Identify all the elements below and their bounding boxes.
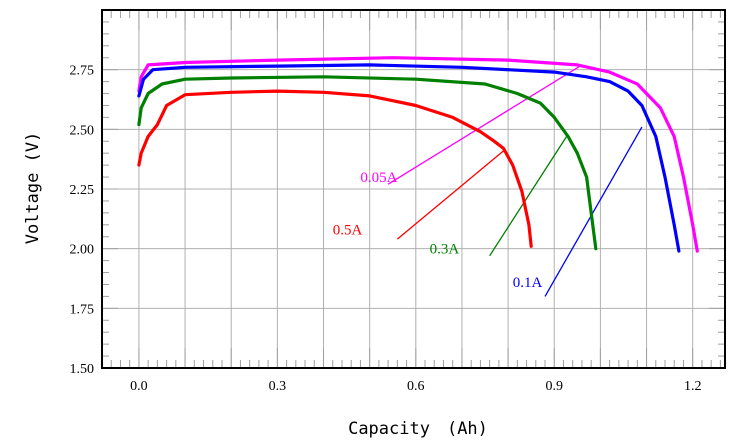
series-label: 0.05A — [360, 170, 397, 186]
y-tick-labels: 1.50 1.75 2.00 2.25 2.50 2.75 — [70, 64, 95, 377]
y-tick-label: 2.25 — [70, 183, 95, 198]
series-line — [137, 56, 699, 253]
x-axis-title: Capacity (Ah) — [348, 419, 488, 439]
series-line — [137, 63, 681, 253]
plot-frame — [101, 9, 726, 369]
leader-line — [396, 150, 504, 240]
x-tick-label: 1.2 — [684, 379, 702, 394]
leader-line — [387, 64, 583, 185]
leader-line — [544, 126, 643, 297]
x-tick-label: 0.0 — [130, 379, 148, 394]
x-tick-label: 0.6 — [407, 379, 425, 394]
y-tick-label: 1.50 — [70, 362, 95, 377]
y-tick-label: 2.75 — [70, 64, 95, 79]
series-label: 0.1A — [513, 275, 543, 291]
minor-ticks — [102, 9, 725, 369]
series-line — [137, 89, 533, 248]
x-tick-label: 0.3 — [269, 379, 287, 394]
y-tick-label: 2.50 — [70, 123, 95, 138]
y-tick-label: 2.00 — [70, 243, 95, 258]
series-leader-lines — [387, 64, 643, 297]
y-axis-title: Voltage (V) — [23, 132, 43, 245]
x-tick-label: 0.9 — [546, 379, 564, 394]
series-labels: 0.05A 0.1A 0.3A 0.5A — [333, 170, 543, 291]
x-tick-labels: 0.0 0.3 0.6 0.9 1.2 — [130, 379, 701, 394]
series-label: 0.3A — [430, 242, 460, 258]
series-line — [137, 75, 598, 251]
y-tick-label: 1.75 — [70, 302, 95, 317]
leader-line — [489, 133, 569, 257]
series-lines — [137, 56, 699, 253]
series-label: 0.5A — [333, 223, 363, 239]
